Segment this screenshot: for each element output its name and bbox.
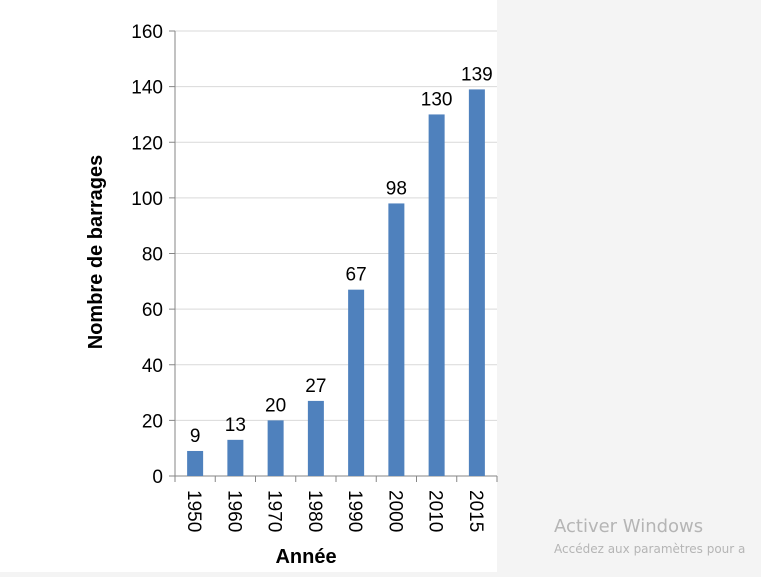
x-tick-label-2015: 2015 <box>465 490 486 532</box>
y-tick-label-80: 80 <box>142 245 163 266</box>
bar-2000 <box>388 203 405 476</box>
y-axis-title: Nombre de barrages <box>85 155 107 350</box>
grid-lines <box>175 30 497 421</box>
x-axis-title: Année <box>275 546 336 568</box>
data-label-1950: 9 <box>190 426 201 447</box>
bar-1960 <box>227 439 244 476</box>
bar-1990 <box>348 289 365 476</box>
y-tick-label-160: 160 <box>131 22 163 43</box>
activation-watermark-title: Activer Windows <box>554 516 704 537</box>
bar-2015 <box>468 89 485 476</box>
y-tick-label-20: 20 <box>142 411 163 432</box>
x-tick-label-1980: 1980 <box>304 490 325 532</box>
y-tick-label-0: 0 <box>152 467 163 488</box>
y-tick-label-120: 120 <box>131 133 163 154</box>
x-tick-label-1990: 1990 <box>344 490 365 532</box>
y-tick-label-140: 140 <box>131 78 163 99</box>
bar-1970 <box>267 420 284 476</box>
bar-1980 <box>307 400 324 476</box>
x-tick-label-1960: 1960 <box>223 490 244 532</box>
data-label-2000: 98 <box>386 178 407 199</box>
x-tick-label-1950: 1950 <box>183 490 204 532</box>
data-label-1970: 20 <box>265 395 286 416</box>
bar-2010 <box>428 114 445 476</box>
plot-background <box>0 0 497 572</box>
bars <box>187 89 485 476</box>
data-label-1980: 27 <box>305 376 326 397</box>
y-tick-label-40: 40 <box>142 356 163 377</box>
bar-1950 <box>187 450 204 476</box>
data-label-1990: 67 <box>346 265 367 286</box>
x-tick-label-2000: 2000 <box>384 490 405 532</box>
x-tick-label-1970: 1970 <box>264 490 285 532</box>
y-tick-label-100: 100 <box>131 189 163 210</box>
data-label-2010: 130 <box>421 89 453 110</box>
data-label-2015: 139 <box>461 64 493 85</box>
activation-watermark-subtitle: Accédez aux paramètres pour a <box>554 542 746 556</box>
labels: 0 20 40 60 80 100 120 140 160 9 1950 13 1960 20 1970 27… <box>131 22 492 532</box>
x-tick-label-2010: 2010 <box>425 490 446 532</box>
data-label-1960: 13 <box>225 415 246 436</box>
y-tick-label-60: 60 <box>142 300 163 321</box>
